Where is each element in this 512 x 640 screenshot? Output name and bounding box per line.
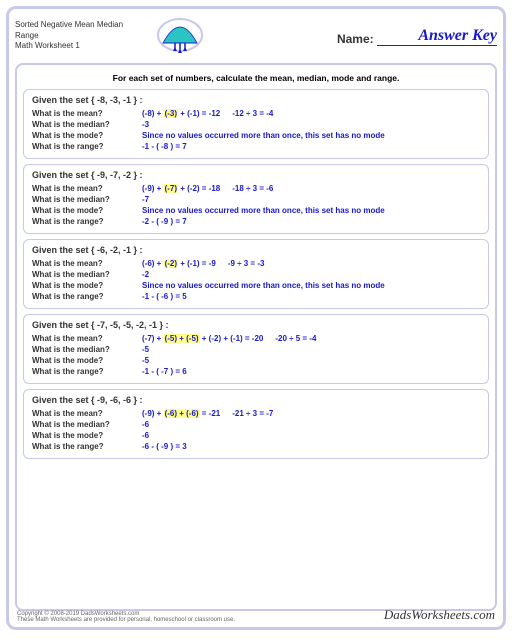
title-line1: Sorted Negative Mean Median Range — [15, 20, 145, 41]
problem-block: Given the set { -9, -7, -2 } : What is th… — [23, 164, 489, 234]
q-median: What is the median? — [32, 270, 142, 279]
a-range: -2 - ( -9 ) = 7 — [142, 217, 480, 226]
a-mode: -5 — [142, 356, 480, 365]
a-mean: (-9) + (-7) + (-2) = -18-18 ÷ 3 = -6 — [142, 184, 480, 193]
a-mode: Since no values occurred more than once,… — [142, 206, 480, 215]
footer: Copyright © 2008-2019 DadsWorksheets.com… — [17, 607, 495, 623]
a-mean: (-8) + (-3) + (-1) = -12-12 ÷ 3 = -4 — [142, 109, 480, 118]
q-range: What is the range? — [32, 442, 142, 451]
a-mean: (-9) + (-6) + (-6) = -21-21 ÷ 3 = -7 — [142, 409, 480, 418]
a-median: -2 — [142, 270, 480, 279]
logo-icon — [145, 17, 215, 55]
q-range: What is the range? — [32, 142, 142, 151]
name-line: Answer Key — [377, 27, 497, 46]
q-range: What is the range? — [32, 292, 142, 301]
name-block: Name: Answer Key — [215, 27, 497, 46]
problem-block: Given the set { -9, -6, -6 } : What is th… — [23, 389, 489, 459]
a-range: -1 - ( -8 ) = 7 — [142, 142, 480, 151]
given-set: Given the set { -7, -5, -5, -2, -1 } : — [32, 320, 480, 330]
a-range: -1 - ( -6 ) = 5 — [142, 292, 480, 301]
a-mode: -6 — [142, 431, 480, 440]
q-mean: What is the mean? — [32, 409, 142, 418]
q-mode: What is the mode? — [32, 431, 142, 440]
problem-block: Given the set { -7, -5, -5, -2, -1 } : Wh… — [23, 314, 489, 384]
q-mean: What is the mean? — [32, 109, 142, 118]
a-median: -6 — [142, 420, 480, 429]
q-median: What is the median? — [32, 120, 142, 129]
given-set: Given the set { -9, -6, -6 } : — [32, 395, 480, 405]
problem-block: Given the set { -8, -3, -1 } : What is th… — [23, 89, 489, 159]
footer-left: Copyright © 2008-2019 DadsWorksheets.com… — [17, 611, 235, 623]
a-mode: Since no values occurred more than once,… — [142, 281, 480, 290]
q-median: What is the median? — [32, 195, 142, 204]
header: Sorted Negative Mean Median Range Math W… — [15, 15, 497, 57]
a-mean: (-7) + (-5) + (-5) + (-2) + (-1) = -20-2… — [142, 334, 480, 343]
q-mode: What is the mode? — [32, 281, 142, 290]
q-range: What is the range? — [32, 367, 142, 376]
q-mean: What is the mean? — [32, 259, 142, 268]
given-set: Given the set { -6, -2, -1 } : — [32, 245, 480, 255]
problem-block: Given the set { -6, -2, -1 } : What is th… — [23, 239, 489, 309]
q-range: What is the range? — [32, 217, 142, 226]
content-frame: For each set of numbers, calculate the m… — [15, 63, 497, 611]
given-set: Given the set { -9, -7, -2 } : — [32, 170, 480, 180]
q-mode: What is the mode? — [32, 206, 142, 215]
brand: DadsWorksheets.com — [384, 607, 495, 623]
a-mode: Since no values occurred more than once,… — [142, 131, 480, 140]
q-median: What is the median? — [32, 345, 142, 354]
q-mean: What is the mean? — [32, 334, 142, 343]
q-mode: What is the mode? — [32, 131, 142, 140]
a-range: -1 - ( -7 ) = 6 — [142, 367, 480, 376]
a-median: -5 — [142, 345, 480, 354]
a-median: -3 — [142, 120, 480, 129]
title-line2: Math Worksheet 1 — [15, 41, 145, 51]
a-mean: (-6) + (-2) + (-1) = -9-9 ÷ 3 = -3 — [142, 259, 480, 268]
worksheet-frame: Sorted Negative Mean Median Range Math W… — [6, 6, 506, 630]
footer-note: These Math Worksheets are provided for p… — [17, 617, 235, 623]
name-label: Name: — [337, 32, 374, 46]
a-median: -7 — [142, 195, 480, 204]
q-mean: What is the mean? — [32, 184, 142, 193]
q-mode: What is the mode? — [32, 356, 142, 365]
q-median: What is the median? — [32, 420, 142, 429]
a-range: -6 - ( -9 ) = 3 — [142, 442, 480, 451]
given-set: Given the set { -8, -3, -1 } : — [32, 95, 480, 105]
instruction: For each set of numbers, calculate the m… — [23, 69, 489, 89]
title-block: Sorted Negative Mean Median Range Math W… — [15, 20, 145, 51]
problems-container: Given the set { -8, -3, -1 } : What is th… — [23, 89, 489, 459]
answer-key-text: Answer Key — [418, 27, 497, 44]
